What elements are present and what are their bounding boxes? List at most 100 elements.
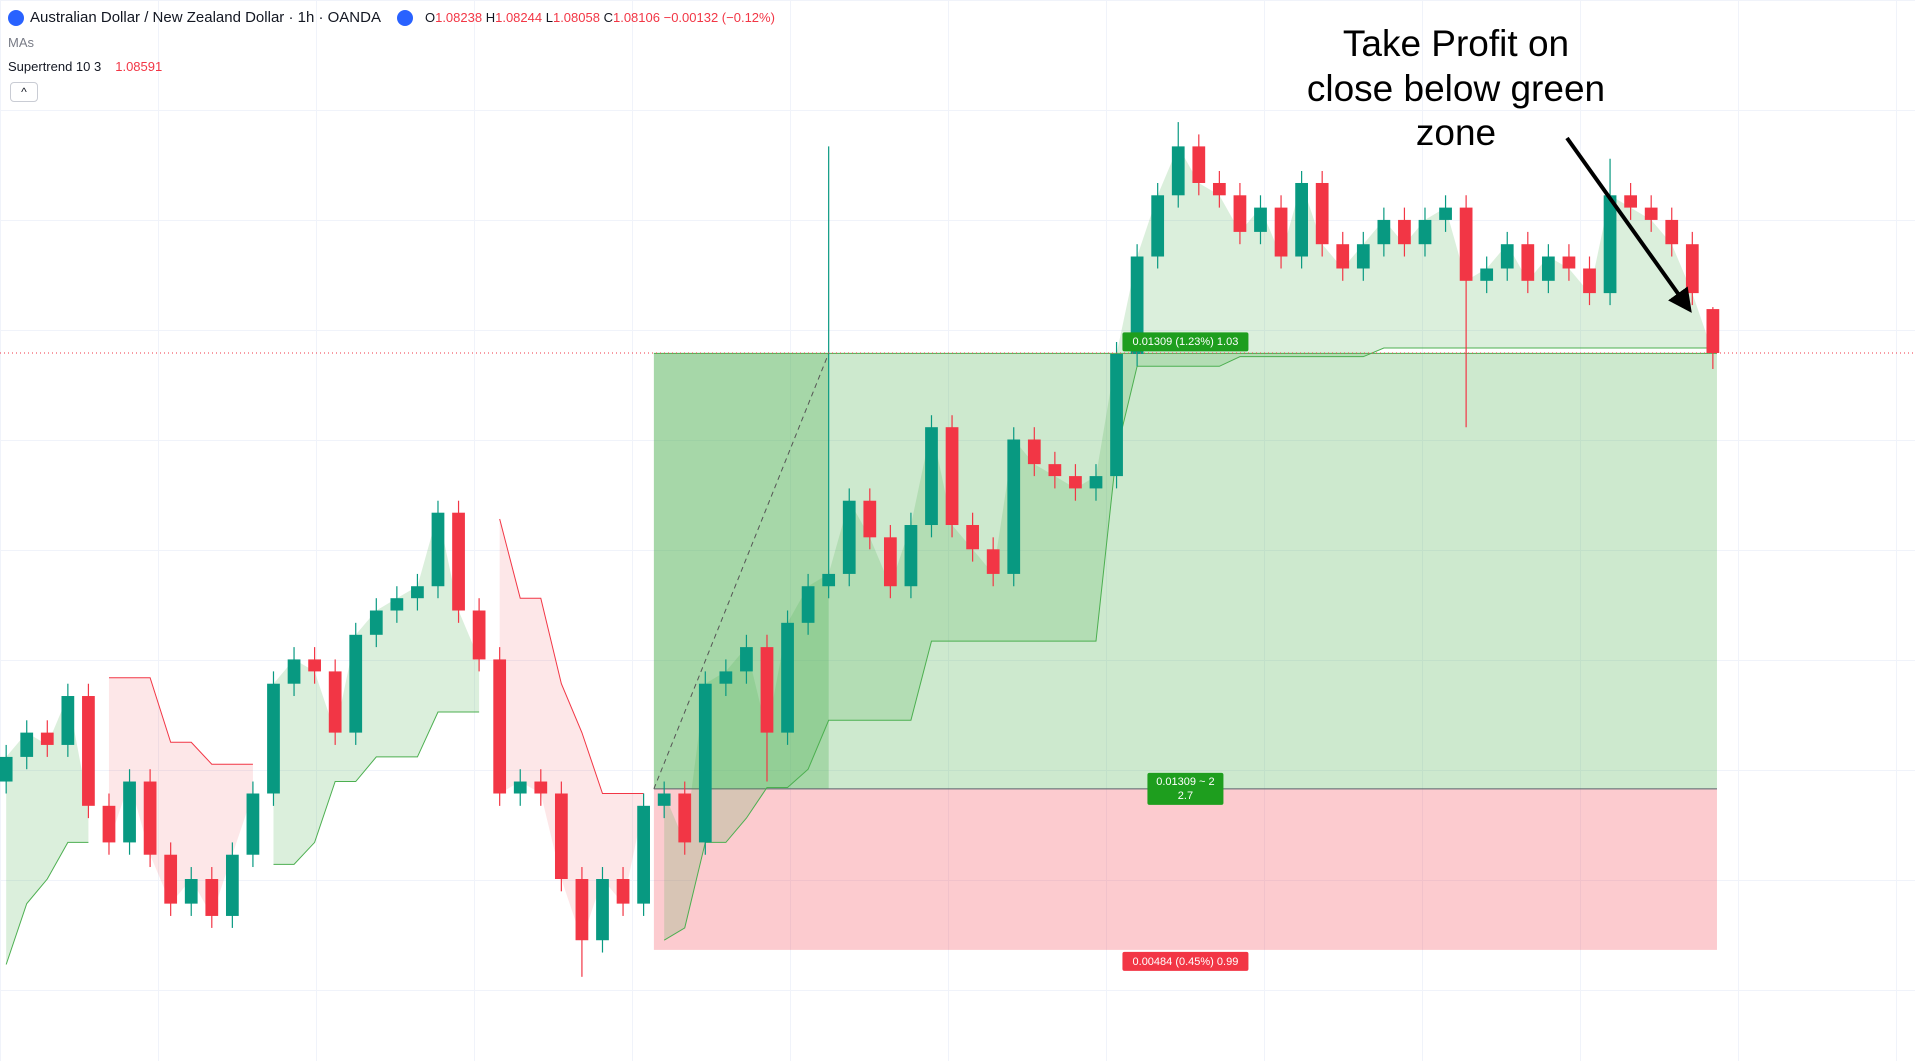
position-tool — [653, 352, 1717, 950]
candle-body — [1459, 207, 1473, 281]
candle-body — [411, 586, 424, 599]
candle-body — [1439, 207, 1452, 220]
mas-row: MAs — [8, 35, 34, 50]
candle-body — [513, 781, 527, 794]
supertrend-line — [663, 347, 1713, 941]
candle-body — [1233, 195, 1247, 232]
candle-body — [1624, 195, 1637, 208]
candle-body — [1356, 244, 1370, 269]
candle-body — [1644, 207, 1658, 220]
candle-body — [781, 622, 794, 733]
candle-body — [863, 500, 877, 538]
candle-body — [698, 683, 712, 843]
candle-body — [20, 732, 34, 757]
candle-body — [184, 879, 198, 904]
candle-body — [1315, 182, 1329, 245]
target-tag — [1122, 332, 1249, 352]
candle-body — [1130, 256, 1144, 354]
candle-body — [0, 756, 13, 782]
candle-body — [390, 598, 404, 611]
candle-body — [678, 793, 692, 843]
candle-body — [1212, 182, 1226, 196]
candle-body — [1007, 439, 1021, 574]
candle-body — [534, 781, 548, 794]
candle-body — [575, 879, 589, 941]
candle-body — [1500, 244, 1514, 269]
supertrend — [5, 146, 1713, 965]
candle-body — [1192, 146, 1206, 183]
candle-body — [143, 781, 157, 855]
candle-body — [1336, 244, 1350, 269]
candle-body — [945, 427, 959, 526]
candle-body — [1048, 464, 1062, 477]
candle-body — [431, 512, 445, 587]
candle-body — [657, 793, 671, 806]
indicator[interactable]: Supertrend 10 3 — [8, 59, 102, 74]
candle-body — [925, 427, 938, 526]
annotation-arrow — [1565, 136, 1692, 313]
ratio-label: 2.7 — [1178, 790, 1193, 802]
candle-body — [883, 537, 897, 587]
candle-body — [822, 573, 836, 587]
candle-body — [369, 610, 383, 635]
candle-body — [328, 671, 342, 733]
loss-zone — [653, 788, 1717, 950]
replay-icon[interactable] — [396, 9, 413, 26]
candle-body — [1110, 353, 1123, 477]
candle-body — [1665, 219, 1679, 245]
candle-body — [1027, 439, 1041, 465]
ratio-label: 0.01309 ~ 2 — [1156, 776, 1214, 788]
annotation-line: Take Profit on — [1343, 23, 1569, 64]
ratio-tag — [1147, 772, 1224, 805]
ohlc: O1.08238 H1.08244 L1.08058 C1.08106 −0.0… — [425, 10, 775, 25]
profit-zone — [653, 353, 1717, 789]
candle-body — [452, 512, 465, 611]
value: 1.08058 — [552, 10, 600, 25]
label: C — [603, 10, 613, 25]
candle-body — [1398, 219, 1411, 245]
candle-body — [1274, 207, 1288, 257]
candle-body — [1295, 182, 1308, 257]
supertrend-line — [499, 518, 644, 795]
candle-body — [904, 525, 918, 587]
candle-body — [554, 793, 568, 880]
supertrend-fill — [108, 677, 253, 916]
mas[interactable]: MAs — [8, 35, 34, 50]
annotation-line: close below green — [1307, 68, 1605, 109]
candle-body — [1541, 256, 1555, 281]
candle-body — [719, 671, 733, 684]
candle-body — [1562, 256, 1576, 269]
candle-body — [82, 696, 95, 806]
trade-path — [653, 353, 830, 790]
candle-body — [1685, 244, 1699, 294]
target-label: 0.01309 (1.23%) 1.03 — [1133, 336, 1239, 348]
value: 1.08106 — [612, 10, 660, 25]
candle-body — [637, 805, 650, 904]
candle-body — [1603, 195, 1617, 294]
candle-body — [616, 879, 630, 904]
supertrend-fill — [499, 519, 644, 941]
stop-tag — [1122, 951, 1249, 971]
candle-body — [61, 696, 75, 745]
collapse-button[interactable]: ^ — [10, 82, 38, 102]
stop-label: 0.00484 (0.45%) 0.99 — [1133, 956, 1239, 968]
candle-body — [308, 659, 321, 672]
symbol[interactable]: Australian Dollar / New Zealand Dollar ·… — [30, 9, 381, 26]
candle-body — [760, 647, 774, 733]
candle-body — [596, 879, 609, 941]
label: H — [485, 10, 496, 25]
candle-body — [164, 854, 178, 904]
supertrend-fill — [664, 146, 1713, 941]
candle-body — [205, 879, 219, 916]
candle-body — [801, 586, 815, 623]
candle-body — [40, 732, 54, 745]
symbol-icon — [8, 9, 24, 26]
candle-body — [740, 647, 753, 672]
candle-body — [102, 805, 116, 843]
annotation: Take Profit on close below green zone — [1307, 23, 1692, 313]
candle-body — [472, 610, 486, 660]
annotation-line: zone — [1416, 112, 1496, 153]
candle-body — [1583, 268, 1596, 294]
supertrend-line — [5, 841, 89, 965]
